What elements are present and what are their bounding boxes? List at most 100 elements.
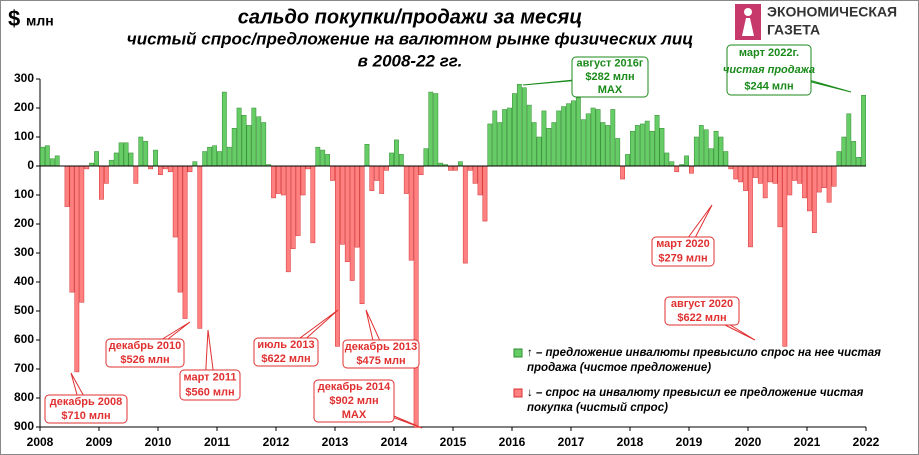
bar [861, 94, 866, 167]
x-tick-label: 2016 [499, 435, 526, 449]
bar [118, 142, 124, 167]
y-tick-label: 200 [14, 216, 34, 230]
bar [300, 165, 306, 196]
bar [752, 165, 758, 178]
x-tick-label: 2013 [322, 435, 349, 449]
callout-text: декабрь 2014 [318, 381, 391, 393]
bar [325, 154, 330, 167]
callout-text: декабрь 2013 [345, 341, 418, 353]
x-tick-label: 2022 [853, 435, 880, 449]
bar [379, 165, 385, 194]
bar [615, 138, 621, 167]
bar [738, 165, 743, 183]
bar [398, 154, 404, 167]
bar [684, 155, 689, 167]
logo-text: ЭКОНОМИЧЕСКАЯ [767, 4, 897, 20]
bar [566, 103, 571, 167]
bar [748, 165, 753, 248]
bar [600, 122, 606, 167]
bar [44, 145, 50, 167]
bar [453, 165, 458, 171]
callout-box [179, 369, 241, 401]
bar [792, 165, 798, 181]
callout-box [253, 337, 319, 367]
callout-text: $282 млн [585, 71, 634, 83]
bar [551, 122, 557, 167]
bar [261, 122, 267, 167]
callout-box [105, 338, 185, 368]
bar [462, 165, 468, 264]
bar [649, 130, 655, 167]
bar [320, 149, 326, 167]
callout-text: март 2011 [184, 371, 237, 383]
bar [108, 159, 114, 167]
legend-text: ↑ – предложение инвалюты превысило спрос… [527, 347, 881, 359]
x-tick-label: 2008 [27, 435, 54, 449]
x-tick-label: 2018 [617, 435, 644, 449]
bar [330, 165, 335, 181]
bar [610, 109, 616, 167]
callout-box [571, 56, 649, 98]
bar [762, 165, 768, 199]
bar [802, 165, 807, 199]
bar [472, 165, 478, 184]
bar [217, 151, 222, 167]
bar [344, 165, 350, 262]
bar [826, 165, 832, 203]
bar [241, 115, 247, 167]
bar [851, 141, 857, 167]
bar [590, 107, 596, 167]
bar [153, 149, 158, 167]
chart-title: в 2008-22 гг. [358, 51, 463, 70]
bar [654, 115, 660, 167]
bar [831, 165, 837, 187]
callout-text: $279 млн [658, 253, 707, 265]
callout-box [651, 236, 715, 267]
callout-text: $475 млн [356, 355, 405, 367]
bar [708, 148, 714, 167]
bar [315, 146, 321, 167]
x-tick-label: 2011 [204, 435, 230, 449]
callout-text: $622 млн [261, 353, 310, 365]
bar [418, 165, 424, 175]
x-tick-label: 2014 [381, 435, 408, 449]
bar [797, 165, 802, 184]
bar [644, 120, 650, 167]
bar [546, 128, 552, 167]
bar [49, 158, 55, 167]
y-tick-label: 700 [14, 361, 34, 375]
bar [743, 165, 748, 191]
bar [197, 165, 203, 329]
bar [674, 165, 680, 173]
callout-text: $526 млн [120, 354, 169, 366]
bar [212, 145, 217, 167]
bar [69, 165, 75, 293]
bar [113, 152, 119, 167]
bar [733, 165, 739, 180]
bar [526, 104, 532, 167]
bar [290, 165, 296, 249]
x-tick-label: 2009 [86, 435, 113, 449]
legend-text: покупка (чистый спрос) [527, 402, 668, 414]
bar [757, 165, 763, 184]
bar [595, 109, 601, 167]
bar [369, 165, 375, 191]
bar [226, 146, 232, 167]
bar [782, 165, 788, 347]
bar [172, 165, 178, 238]
x-tick-label: 2021 [794, 435, 821, 449]
bar [207, 146, 212, 167]
bar [571, 100, 576, 167]
callout-box [664, 296, 740, 326]
bar [575, 97, 581, 167]
bar [482, 165, 488, 222]
bar [423, 148, 429, 167]
bar [531, 122, 537, 167]
bar [256, 116, 262, 167]
bar [556, 110, 562, 167]
bar [536, 136, 542, 167]
bar [630, 130, 635, 167]
x-tick-label: 2015 [440, 435, 467, 449]
bar [664, 152, 670, 167]
bar [103, 165, 109, 184]
